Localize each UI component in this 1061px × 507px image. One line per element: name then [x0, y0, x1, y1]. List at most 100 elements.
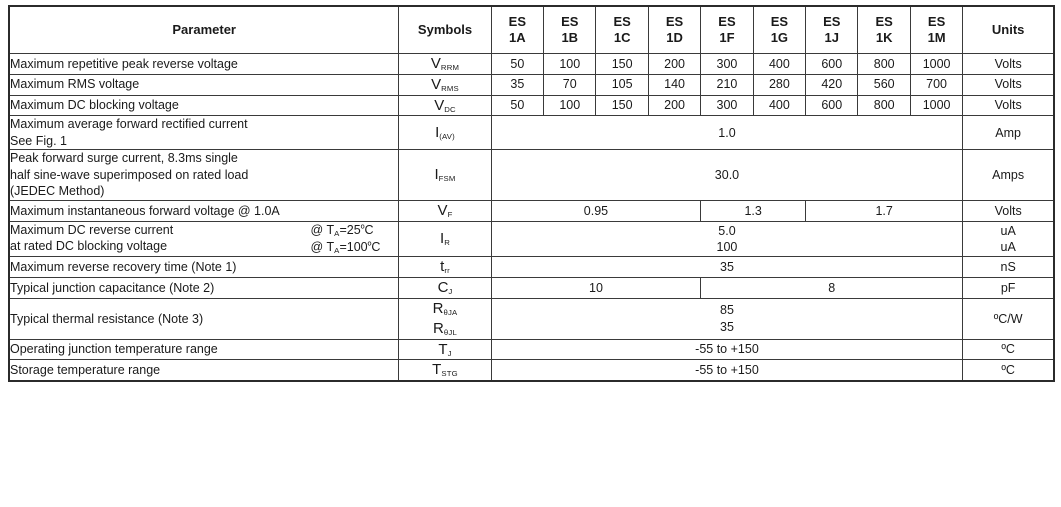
value-cell-merged: 30.0	[490, 149, 964, 201]
value-cell: 35	[490, 73, 545, 96]
units-cell: uA uA	[962, 220, 1055, 258]
value-cell-merged: 35	[490, 256, 964, 279]
text-line: @ TA=25ºC	[310, 222, 374, 238]
symbol-cell: IR	[398, 220, 492, 258]
table-row: Typical thermal resistance (Note 3) RθJA R…	[8, 298, 1055, 340]
units-cell: ºC	[962, 359, 1055, 382]
table-row: Maximum average forward rectified curren…	[8, 115, 1055, 151]
value-cell: 400	[752, 94, 807, 117]
text-line: half sine-wave superimposed on rated loa…	[10, 167, 249, 182]
parameter-cell: Peak forward surge current, 8.3ms single…	[8, 149, 400, 201]
header-parameter: Parameter	[8, 5, 400, 54]
value-cell-merged: 0.95	[490, 199, 702, 222]
test-condition-label: @ TA=25ºC @ TA=100ºC	[311, 222, 399, 257]
device-variant-label: 1G	[770, 30, 789, 45]
text-line: 85	[720, 303, 734, 318]
value-cell: 400	[752, 53, 807, 75]
value-cell: 800	[857, 53, 911, 75]
units-cell: Volts	[962, 53, 1055, 75]
value-cell: 150	[595, 94, 649, 117]
value-cell: 105	[595, 73, 649, 96]
value-cell-merged: 85 35	[490, 298, 964, 340]
header-symbols: Symbols	[398, 5, 492, 54]
device-variant-label: 1C	[613, 30, 631, 45]
device-variant-label: 1F	[719, 30, 735, 45]
value-cell: 560	[857, 73, 911, 96]
device-family-label: ES	[665, 14, 684, 30]
parameter-cell: Operating junction temperature range	[8, 338, 400, 361]
value-cell: 1000	[909, 94, 964, 117]
header-device-es1m: ES 1M	[909, 5, 964, 54]
header-device-es1g: ES 1G	[752, 5, 807, 54]
device-variant-label: 1K	[875, 30, 893, 45]
parameter-cell: Maximum DC reverse current at rated DC bl…	[8, 220, 400, 258]
text-line: uA	[1000, 240, 1016, 255]
table-row: Storage temperature range TSTG -55 to +150…	[8, 359, 1055, 382]
value-cell-merged: 1.7	[805, 199, 964, 222]
header-device-es1j: ES 1J	[805, 5, 859, 54]
value-cell-merged: 8	[700, 277, 964, 300]
table-row: Operating junction temperature range TJ -5…	[8, 338, 1055, 361]
symbol-cell: TSTG	[398, 359, 492, 382]
value-cell: 420	[805, 73, 859, 96]
units-cell: Amps	[962, 149, 1055, 201]
value-cell-merged: 1.3	[700, 199, 807, 222]
value-cell: 700	[909, 73, 964, 96]
value-cell: 280	[752, 73, 807, 96]
table-row: Peak forward surge current, 8.3ms single…	[8, 149, 1055, 201]
units-cell: Volts	[962, 94, 1055, 117]
value-cell: 300	[700, 94, 754, 117]
text-line: @ TA=100ºC	[310, 240, 381, 256]
units-cell: pF	[962, 277, 1055, 300]
text-line: 5.0	[718, 223, 736, 238]
header-device-es1f: ES 1F	[700, 5, 754, 54]
units-cell: nS	[962, 256, 1055, 279]
table-row: Maximum repetitive peak reverse voltage V…	[8, 53, 1055, 75]
symbol-cell: IFSM	[398, 149, 492, 201]
units-cell: Volts	[962, 199, 1055, 222]
value-cell: 140	[647, 73, 702, 96]
value-cell-merged: 5.0 100	[490, 220, 964, 258]
electrical-characteristics-table: Parameter Symbols ES 1A ES 1B ES 1C ES 1D ES…	[8, 5, 1055, 383]
parameter-cell: Maximum instantaneous forward voltage @ …	[8, 199, 400, 222]
device-variant-label: 1B	[561, 30, 579, 45]
parameter-cell: Storage temperature range	[8, 359, 400, 382]
table-body: Maximum repetitive peak reverse voltage V…	[8, 53, 1055, 382]
parameter-cell: Maximum repetitive peak reverse voltage	[8, 53, 400, 75]
table-row: Maximum reverse recovery time (Note 1) tr…	[8, 256, 1055, 279]
value-cell: 100	[543, 53, 597, 75]
symbol-line: RθJL	[433, 319, 457, 337]
table-row: Maximum DC reverse current at rated DC bl…	[8, 220, 1055, 258]
parameter-cell: Maximum reverse recovery time (Note 1)	[8, 256, 400, 279]
text-line: (JEDEC Method)	[10, 184, 105, 199]
parameter-cell: Maximum average forward rectified curren…	[8, 115, 400, 151]
table-row: Maximum instantaneous forward voltage @ …	[8, 199, 1055, 222]
value-cell: 50	[490, 94, 545, 117]
table-row: Maximum DC blocking voltage VDC 50 100 150 20…	[8, 94, 1055, 117]
text-line: uA	[1000, 223, 1016, 238]
device-family-label: ES	[770, 14, 789, 30]
table-header-row: Parameter Symbols ES 1A ES 1B ES 1C ES 1D ES…	[8, 5, 1055, 54]
value-cell: 200	[647, 53, 702, 75]
table-row: Maximum RMS voltage VRMS 35 70 105 140 210 280 4…	[8, 73, 1055, 96]
device-family-label: ES	[875, 14, 893, 30]
symbol-cell: VRRM	[398, 53, 492, 75]
symbol-cell: RθJA RθJL	[398, 298, 492, 340]
header-device-es1b: ES 1B	[543, 5, 597, 54]
value-cell-merged: 10	[490, 277, 702, 300]
device-family-label: ES	[927, 14, 946, 30]
value-cell: 200	[647, 94, 702, 117]
text-line: Maximum DC reverse current	[10, 222, 174, 237]
text-line: Peak forward surge current, 8.3ms single	[10, 151, 238, 166]
header-device-es1k: ES 1K	[857, 5, 911, 54]
device-variant-label: 1D	[666, 30, 683, 45]
device-variant-label: 1A	[509, 30, 526, 45]
value-cell: 600	[805, 53, 859, 75]
device-variant-label: 1M	[927, 30, 946, 45]
symbol-cell: trr	[398, 256, 492, 279]
symbol-line: RθJA	[432, 300, 458, 318]
text-line: at rated DC blocking voltage	[10, 239, 168, 254]
value-cell-merged: 1.0	[490, 115, 964, 151]
units-cell: ºC	[962, 338, 1055, 361]
